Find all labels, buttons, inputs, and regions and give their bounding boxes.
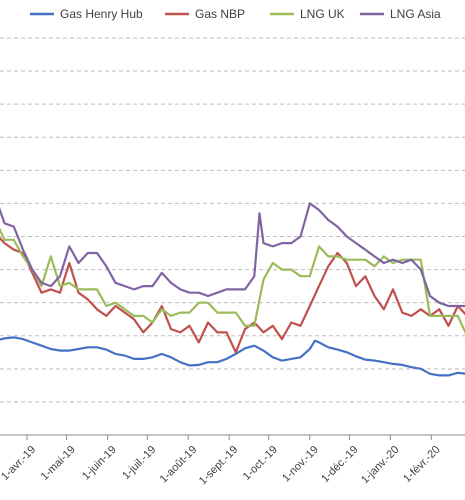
legend-label: LNG UK: [300, 7, 345, 21]
x-tick-label: 1-juil.-19: [120, 444, 158, 482]
series-line-gas-nbp: [0, 236, 465, 354]
x-tick-label: 1-juin-19: [80, 444, 119, 483]
x-axis: 1-mars-191-avr.-191-mai-191-juin-191-jui…: [0, 434, 465, 488]
legend-label: LNG Asia: [390, 7, 441, 21]
gridlines: [0, 37, 465, 403]
series-line-lng-asia: [0, 202, 465, 308]
legend: Gas Henry Hub Gas NBP LNG UK LNG Asia: [30, 7, 441, 21]
legend-label: Gas Henry Hub: [60, 7, 143, 21]
x-tick-label: 1-oct.-19: [241, 444, 280, 483]
x-tick-label: 1-janv.-20: [359, 444, 402, 487]
x-tick-label: 1-nov.-19: [280, 444, 321, 485]
x-tick-label: 1-août-19: [158, 444, 200, 486]
x-tick-label: 1-mai-19: [39, 444, 78, 483]
x-tick-label: 1-févr.-20: [401, 444, 442, 485]
series-line-gas-henry-hub: [0, 336, 465, 377]
series-line-lng-uk: [0, 227, 465, 335]
series-lines: [0, 202, 465, 377]
x-tick-label: 1-sept.-19: [197, 444, 241, 488]
x-tick-label: 1-avr.-19: [0, 444, 38, 483]
legend-label: Gas NBP: [195, 7, 245, 21]
x-tick-label: 1-déc.-19: [319, 444, 360, 485]
